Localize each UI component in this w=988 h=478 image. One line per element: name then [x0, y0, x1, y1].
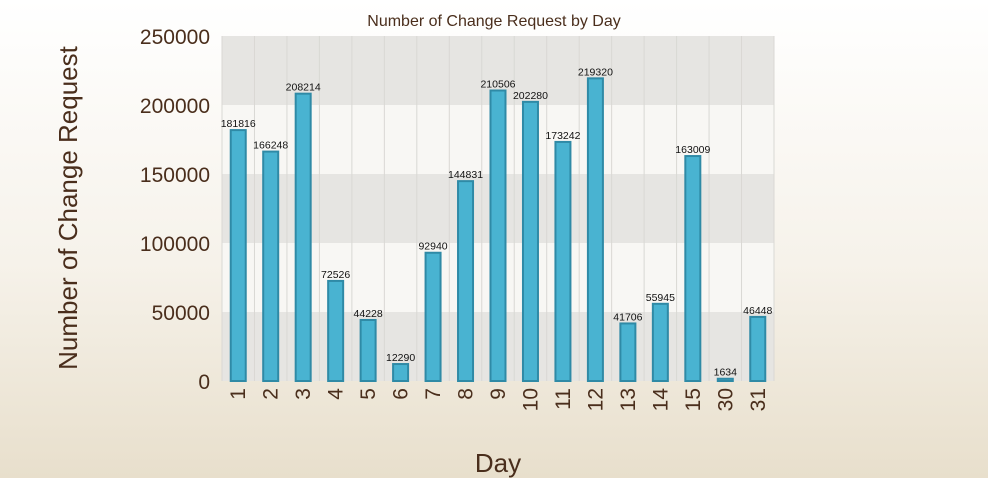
x-tick-label: 11 [552, 388, 575, 410]
bar-day-14 [651, 302, 669, 382]
data-label: 44228 [354, 308, 383, 320]
bar-day-4 [327, 279, 345, 382]
bar-day-9 [489, 89, 507, 383]
bar-day-13 [619, 322, 637, 382]
x-tick-label: 2 [260, 388, 283, 400]
bar-day-1 [229, 129, 247, 382]
x-tick-label: 14 [649, 388, 672, 412]
data-label: 92940 [418, 241, 447, 253]
data-label: 55945 [646, 292, 675, 304]
x-tick-label: 31 [747, 388, 770, 411]
data-label: 208214 [286, 82, 321, 94]
x-tick-label: 6 [390, 388, 413, 400]
data-label: 1634 [714, 367, 738, 379]
vertical-gridlines [221, 36, 775, 381]
data-label: 41706 [613, 311, 642, 323]
y-tick-label: 50000 [152, 302, 210, 325]
data-label: 219320 [578, 66, 613, 78]
y-tick-label: 150000 [140, 164, 210, 187]
bar-day-10 [521, 100, 539, 382]
bar-day-31 [749, 315, 767, 383]
x-tick-label: 4 [325, 388, 348, 400]
x-tick-label: 1 [227, 388, 250, 400]
bar-day-2 [262, 150, 280, 382]
bar-day-11 [554, 140, 572, 382]
y-axis-title: Number of Change Request [53, 45, 83, 370]
data-labels: 181816 166248 208214 72526 44228 12290 92940 14… [221, 66, 773, 378]
bar-day-6 [392, 363, 410, 382]
data-label: 144831 [448, 169, 483, 181]
x-tick-label: 5 [357, 388, 380, 400]
bar-series [229, 77, 767, 383]
data-label: 72526 [321, 269, 350, 281]
data-label: 163009 [675, 144, 710, 156]
bar-day-3 [294, 92, 312, 383]
bar-day-5 [359, 318, 377, 383]
bar-day-8 [457, 180, 475, 382]
x-tick-label: 8 [455, 388, 478, 400]
x-axis-ticks: 1 2 3 4 5 6 7 8 9 10 11 12 13 14 15 30 31 [227, 388, 770, 412]
bar-day-15 [684, 155, 702, 382]
y-tick-label: 100000 [140, 233, 210, 256]
x-tick-label: 30 [714, 388, 737, 411]
data-label: 181816 [221, 118, 256, 130]
x-tick-label: 3 [292, 388, 315, 400]
y-tick-label: 0 [198, 371, 210, 394]
y-axis-ticks: 0 50000 100000 150000 200000 250000 [140, 26, 210, 394]
x-tick-label: 9 [487, 388, 510, 400]
x-tick-label: 13 [617, 388, 640, 411]
bar-day-7 [424, 251, 442, 382]
data-label: 166248 [253, 140, 288, 152]
bar-day-12 [586, 77, 604, 382]
x-tick-label: 10 [519, 388, 542, 411]
data-label: 173242 [545, 130, 580, 142]
bar-day-30 [716, 377, 734, 383]
chart-title: Number of Change Request by Day [367, 13, 620, 30]
data-label: 46448 [743, 305, 772, 317]
data-label: 210506 [480, 79, 515, 91]
data-label: 202280 [513, 90, 548, 102]
x-tick-label: 12 [584, 388, 607, 411]
y-tick-label: 200000 [140, 95, 210, 118]
x-tick-label: 15 [682, 388, 705, 411]
data-label: 12290 [386, 352, 415, 364]
x-axis-title: Day [475, 448, 521, 478]
x-tick-label: 7 [422, 388, 445, 400]
y-tick-label: 250000 [140, 26, 210, 49]
